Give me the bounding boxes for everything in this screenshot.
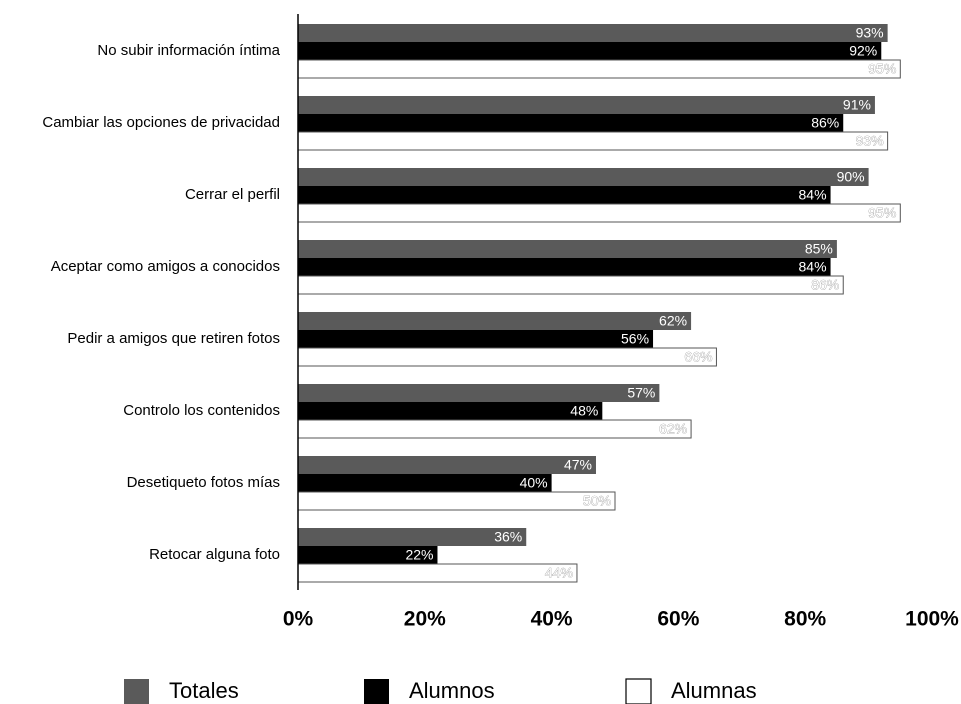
data-label: 62% <box>659 313 687 329</box>
bar-totales <box>298 240 837 258</box>
bar-totales <box>298 96 875 114</box>
data-label: 93% <box>856 25 884 41</box>
bar-alumnas <box>297 131 889 151</box>
data-label: 91% <box>843 97 871 113</box>
data-label: 93% <box>856 133 884 149</box>
data-label: 84% <box>799 259 827 275</box>
data-label: 92% <box>849 43 877 59</box>
bar-alumnos <box>298 402 603 420</box>
bar-alumnos <box>298 114 844 132</box>
data-label: 57% <box>627 385 655 401</box>
bar-alumnos <box>298 258 831 276</box>
bar-totales <box>298 168 869 186</box>
bar-totales <box>298 24 888 42</box>
bar-alumnos <box>298 330 654 348</box>
data-label: 62% <box>659 421 687 437</box>
bar-alumnos <box>298 474 552 492</box>
legend-label-alumnas: Alumnas <box>671 678 757 703</box>
data-label: 85% <box>805 241 833 257</box>
category-label: Controlo los contenidos <box>123 402 280 419</box>
category-label: Pedir a amigos que retiren fotos <box>67 330 280 347</box>
data-label: 84% <box>799 187 827 203</box>
bar-totales <box>298 384 660 402</box>
data-label: 56% <box>621 331 649 347</box>
category-label: Aceptar como amigos a conocidos <box>51 258 280 275</box>
legend: Totales Alumnos Alumnas <box>124 678 757 704</box>
category-labels: No subir información íntima Cambiar las o… <box>42 42 280 563</box>
x-tick-label: 80% <box>784 608 826 631</box>
bar-alumnas <box>297 59 901 79</box>
data-label: 90% <box>837 169 865 185</box>
bar-alumnas <box>297 275 844 295</box>
bar-alumnas <box>297 563 578 583</box>
data-label: 86% <box>811 277 839 293</box>
data-label: 44% <box>545 565 573 581</box>
bar-alumnos <box>298 546 438 564</box>
category-label: Desetiqueto fotos mías <box>127 474 280 491</box>
legend-label-totales: Totales <box>169 678 239 703</box>
x-tick-label: 20% <box>404 608 446 631</box>
bar-alumnas <box>297 419 692 439</box>
data-label: 50% <box>583 493 611 509</box>
legend-swatch-alumnas <box>625 678 652 704</box>
data-label: 95% <box>868 61 896 77</box>
data-label: 95% <box>868 205 896 221</box>
category-label: No subir información íntima <box>97 42 280 59</box>
bar-totales <box>298 456 596 474</box>
x-tick-label: 40% <box>531 608 573 631</box>
x-axis-ticks: 0% 20% 40% 60% 80% 100% <box>283 608 959 631</box>
legend-swatch-totales <box>124 679 149 704</box>
data-label: 40% <box>520 475 548 491</box>
data-label: 47% <box>564 457 592 473</box>
bar-totales <box>298 528 527 546</box>
bar-alumnas <box>297 491 616 511</box>
category-label: Retocar alguna foto <box>149 546 280 563</box>
bar-alumnas <box>297 203 901 223</box>
x-tick-label: 100% <box>905 608 959 631</box>
x-tick-label: 0% <box>283 608 314 631</box>
bar-totales <box>298 312 692 330</box>
data-label: 66% <box>684 349 712 365</box>
bars-layer: 93%92%95%91%86%93%90%84%95%85%84%86%62%5… <box>297 24 901 583</box>
legend-label-alumnos: Alumnos <box>409 678 495 703</box>
legend-swatch-alumnos <box>364 679 389 704</box>
category-label: Cerrar el perfil <box>185 186 280 203</box>
bar-alumnas <box>297 347 717 367</box>
bar-alumnos <box>298 42 882 60</box>
category-label: Cambiar las opciones de privacidad <box>42 114 280 131</box>
bar-alumnos <box>298 186 831 204</box>
data-label: 86% <box>811 115 839 131</box>
data-label: 48% <box>570 403 598 419</box>
x-tick-label: 60% <box>657 608 699 631</box>
data-label: 22% <box>405 547 433 563</box>
data-label: 36% <box>494 529 522 545</box>
